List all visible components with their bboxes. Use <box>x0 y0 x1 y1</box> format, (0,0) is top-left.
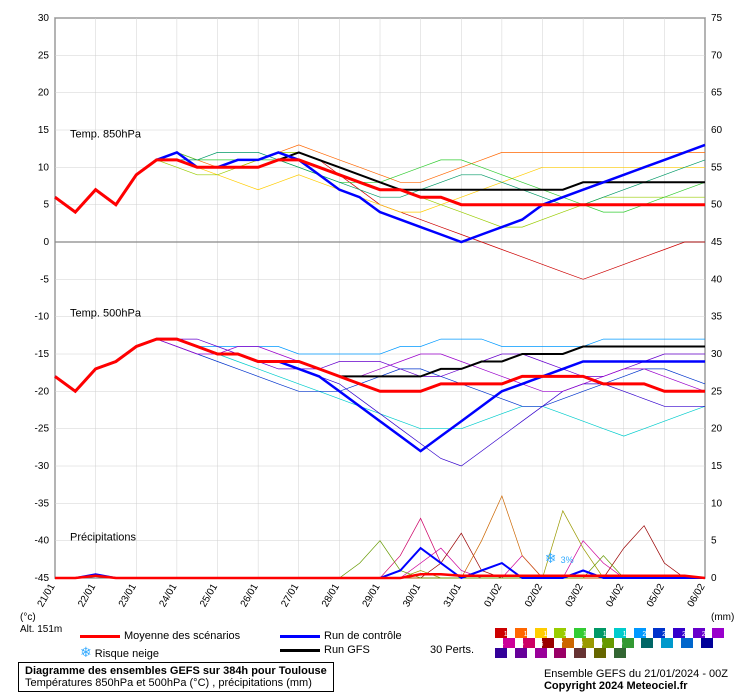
svg-text:21/01: 21/01 <box>36 582 58 610</box>
svg-text:5: 5 <box>43 200 49 211</box>
svg-text:-25: -25 <box>35 424 50 435</box>
svg-text:01/02: 01/02 <box>482 582 504 610</box>
svg-text:(mm): (mm) <box>711 612 734 623</box>
svg-text:(°c): (°c) <box>20 612 36 623</box>
svg-text:25/01: 25/01 <box>198 582 220 610</box>
svg-text:15: 15 <box>711 461 723 472</box>
svg-text:Précipitations: Précipitations <box>70 532 137 544</box>
svg-text:-30: -30 <box>35 461 50 472</box>
legend-control: Run de contrôle <box>280 630 402 642</box>
svg-text:0: 0 <box>43 237 49 248</box>
svg-text:02/02: 02/02 <box>523 582 545 610</box>
svg-text:23/01: 23/01 <box>117 582 139 610</box>
legend-gfs: Run GFS <box>280 644 370 656</box>
svg-text:30/01: 30/01 <box>401 582 423 610</box>
svg-text:0: 0 <box>711 573 717 584</box>
svg-text:25: 25 <box>38 50 50 61</box>
legend-mean: Moyenne des scénarios <box>80 630 240 642</box>
ensemble-chart: -45-40-35-30-25-20-15-10-505101520253005… <box>0 0 740 700</box>
svg-text:5: 5 <box>711 536 717 547</box>
svg-text:28/01: 28/01 <box>320 582 342 610</box>
svg-text:-20: -20 <box>35 386 50 397</box>
chart-container: -45-40-35-30-25-20-15-10-505101520253005… <box>0 0 740 700</box>
svg-text:06/02: 06/02 <box>686 582 708 610</box>
svg-text:❄: ❄ <box>545 550 557 566</box>
svg-text:20: 20 <box>711 424 723 435</box>
svg-text:40: 40 <box>711 274 723 285</box>
svg-text:Alt. 151m: Alt. 151m <box>20 624 62 635</box>
footer-box: Diagramme des ensembles GEFS sur 384h po… <box>18 662 334 692</box>
svg-text:24/01: 24/01 <box>157 582 179 610</box>
svg-text:10: 10 <box>711 498 723 509</box>
svg-text:75: 75 <box>711 13 723 24</box>
svg-text:04/02: 04/02 <box>604 582 626 610</box>
svg-text:27/01: 27/01 <box>279 582 301 610</box>
footer-title: Diagramme des ensembles GEFS sur 384h po… <box>25 665 327 677</box>
svg-text:-15: -15 <box>35 349 50 360</box>
copyright: Copyright 2024 Meteociel.fr <box>544 680 688 692</box>
legend-perts-label: 30 Perts. <box>430 644 474 656</box>
svg-text:20: 20 <box>38 88 50 99</box>
svg-text:55: 55 <box>711 162 723 173</box>
svg-text:45: 45 <box>711 237 723 248</box>
svg-text:25: 25 <box>711 386 723 397</box>
svg-text:29/01: 29/01 <box>361 582 383 610</box>
svg-text:65: 65 <box>711 88 723 99</box>
svg-text:35: 35 <box>711 312 723 323</box>
pert-swatches: 0102030405060708091011121314151617181920… <box>495 628 730 658</box>
svg-text:03/02: 03/02 <box>564 582 586 610</box>
svg-text:-10: -10 <box>35 312 50 323</box>
footer-subtitle: Températures 850hPa et 500hPa (°C) , pré… <box>25 677 312 689</box>
svg-text:26/01: 26/01 <box>239 582 261 610</box>
svg-text:30: 30 <box>38 13 50 24</box>
svg-text:50: 50 <box>711 200 723 211</box>
svg-text:-5: -5 <box>40 274 49 285</box>
legend-snow: ❄ Risque neige <box>80 644 159 661</box>
svg-text:15: 15 <box>38 125 50 136</box>
footer-right: Ensemble GEFS du 21/01/2024 - 00Z Copyri… <box>544 668 728 692</box>
svg-text:22/01: 22/01 <box>76 582 98 610</box>
svg-text:31/01: 31/01 <box>442 582 464 610</box>
svg-text:60: 60 <box>711 125 723 136</box>
svg-text:05/02: 05/02 <box>645 582 667 610</box>
svg-text:-40: -40 <box>35 536 50 547</box>
svg-text:3%: 3% <box>561 555 574 565</box>
svg-text:-35: -35 <box>35 498 50 509</box>
svg-text:Temp. 500hPa: Temp. 500hPa <box>70 308 142 320</box>
svg-text:70: 70 <box>711 50 723 61</box>
run-info: Ensemble GEFS du 21/01/2024 - 00Z <box>544 668 728 680</box>
svg-text:30: 30 <box>711 349 723 360</box>
svg-text:Temp. 850hPa: Temp. 850hPa <box>70 128 142 140</box>
svg-text:10: 10 <box>38 162 50 173</box>
